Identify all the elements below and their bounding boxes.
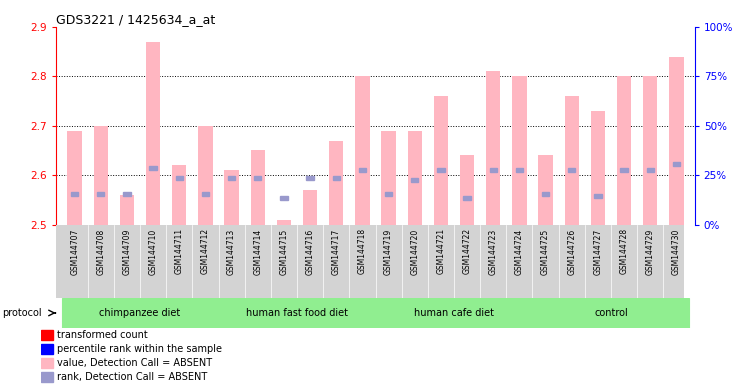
Bar: [568, 168, 575, 172]
Bar: [306, 176, 314, 180]
Bar: [376, 298, 532, 328]
Bar: [538, 156, 553, 225]
Text: GSM144718: GSM144718: [358, 228, 367, 275]
Text: GSM144724: GSM144724: [515, 228, 524, 275]
Text: GSM144727: GSM144727: [593, 228, 602, 275]
Text: GSM144713: GSM144713: [227, 228, 236, 275]
Text: GSM144723: GSM144723: [489, 228, 498, 275]
Bar: [617, 76, 632, 225]
Text: GSM144728: GSM144728: [620, 228, 629, 275]
Bar: [385, 192, 392, 196]
Text: human cafe diet: human cafe diet: [414, 308, 494, 318]
Text: GSM144708: GSM144708: [96, 228, 105, 275]
Bar: [329, 141, 343, 225]
Bar: [516, 168, 523, 172]
Bar: [669, 56, 683, 225]
Bar: [62, 298, 219, 328]
Bar: [490, 168, 497, 172]
Text: GSM144709: GSM144709: [122, 228, 131, 275]
Bar: [94, 126, 108, 225]
Bar: [280, 196, 288, 200]
Text: GSM144726: GSM144726: [567, 228, 576, 275]
Bar: [251, 151, 265, 225]
Bar: [532, 298, 689, 328]
Bar: [460, 156, 475, 225]
Bar: [119, 195, 134, 225]
Text: GSM144725: GSM144725: [541, 228, 550, 275]
Bar: [565, 96, 579, 225]
Text: GSM144720: GSM144720: [410, 228, 419, 275]
Text: control: control: [594, 308, 628, 318]
Bar: [333, 176, 340, 180]
Text: value, Detection Call = ABSENT: value, Detection Call = ABSENT: [57, 358, 213, 368]
Bar: [355, 76, 369, 225]
Text: rank, Detection Call = ABSENT: rank, Detection Call = ABSENT: [57, 372, 207, 382]
Text: GDS3221 / 1425634_a_at: GDS3221 / 1425634_a_at: [56, 13, 216, 26]
Bar: [41, 344, 53, 354]
Bar: [594, 194, 602, 198]
Bar: [591, 111, 605, 225]
Text: GSM144707: GSM144707: [70, 228, 79, 275]
Bar: [647, 168, 654, 172]
Text: GSM144711: GSM144711: [175, 228, 184, 275]
Bar: [303, 190, 317, 225]
Text: GSM144719: GSM144719: [384, 228, 393, 275]
Text: chimpanzee diet: chimpanzee diet: [99, 308, 181, 318]
Text: transformed count: transformed count: [57, 330, 148, 340]
Text: GSM144712: GSM144712: [201, 228, 210, 275]
Bar: [146, 42, 160, 225]
Bar: [411, 178, 418, 182]
Bar: [408, 131, 422, 225]
Text: GSM144722: GSM144722: [463, 228, 472, 275]
Bar: [276, 220, 291, 225]
Bar: [643, 76, 657, 225]
Text: GSM144729: GSM144729: [646, 228, 655, 275]
Bar: [97, 192, 104, 196]
Bar: [219, 298, 376, 328]
Bar: [41, 372, 53, 382]
Bar: [202, 192, 209, 196]
Bar: [71, 192, 78, 196]
Bar: [486, 71, 500, 225]
Bar: [149, 166, 157, 170]
Bar: [172, 166, 186, 225]
Bar: [512, 76, 526, 225]
Text: GSM144730: GSM144730: [672, 228, 681, 275]
Text: GSM144710: GSM144710: [149, 228, 158, 275]
Text: GSM144714: GSM144714: [253, 228, 262, 275]
Bar: [382, 131, 396, 225]
Bar: [254, 176, 261, 180]
Bar: [176, 176, 183, 180]
Text: percentile rank within the sample: percentile rank within the sample: [57, 344, 222, 354]
Bar: [68, 131, 82, 225]
Bar: [434, 96, 448, 225]
Bar: [620, 168, 628, 172]
Bar: [542, 192, 549, 196]
Bar: [228, 176, 235, 180]
Bar: [463, 196, 471, 200]
Text: GSM144715: GSM144715: [279, 228, 288, 275]
Bar: [225, 170, 239, 225]
Bar: [198, 126, 213, 225]
Bar: [673, 162, 680, 166]
Bar: [359, 168, 366, 172]
Text: GSM144717: GSM144717: [332, 228, 341, 275]
Bar: [437, 168, 445, 172]
Text: GSM144716: GSM144716: [306, 228, 315, 275]
Text: human fast food diet: human fast food diet: [246, 308, 348, 318]
Bar: [123, 192, 131, 196]
Text: GSM144721: GSM144721: [436, 228, 445, 275]
Text: protocol: protocol: [2, 308, 42, 318]
Bar: [41, 330, 53, 340]
Bar: [41, 358, 53, 368]
